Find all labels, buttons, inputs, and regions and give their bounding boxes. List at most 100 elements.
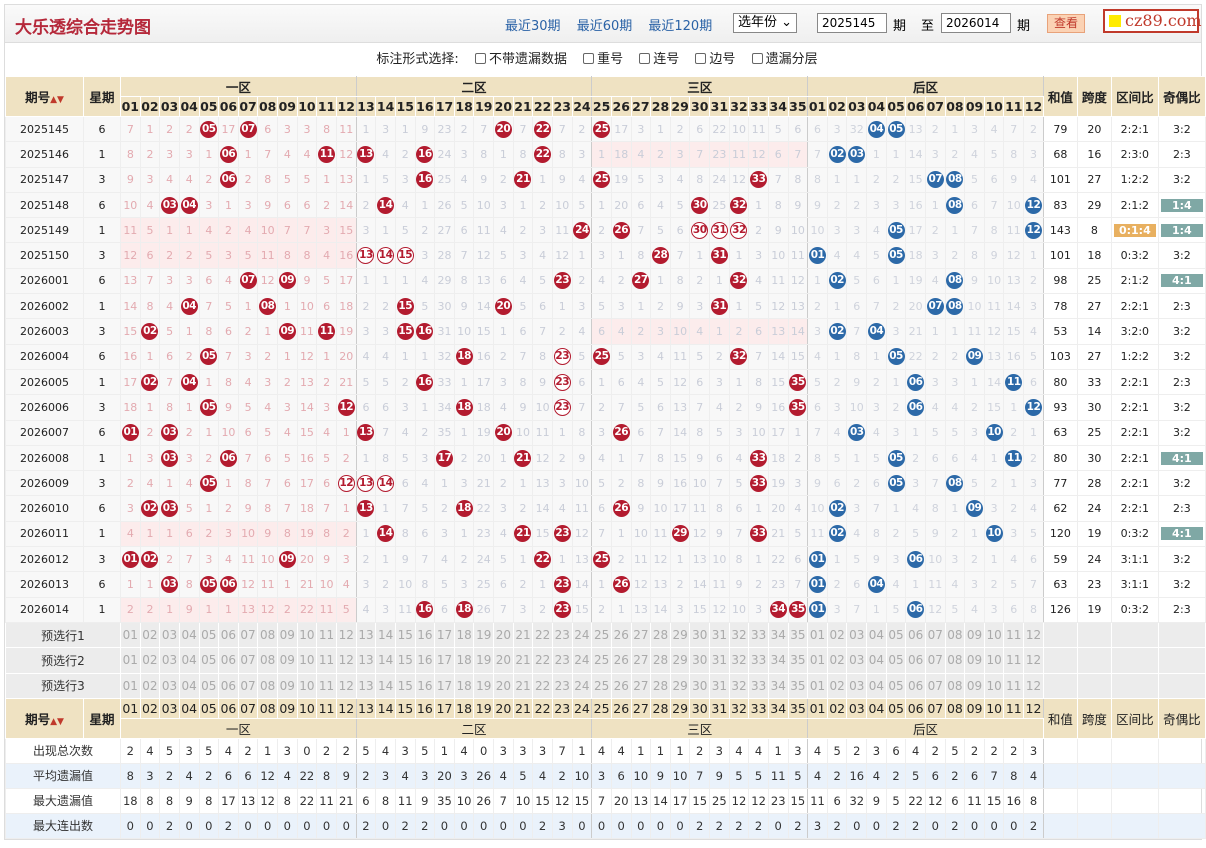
preselect-number[interactable]: 02 xyxy=(139,647,161,674)
preselect-number[interactable]: 29 xyxy=(669,647,691,674)
preselect-number[interactable]: 08 xyxy=(257,647,278,674)
preselect-number[interactable]: 02 xyxy=(139,672,161,699)
preselect-number[interactable]: 34 xyxy=(767,647,789,674)
preselect-number[interactable]: 08 xyxy=(944,621,966,649)
preselect-number[interactable]: 10 xyxy=(983,672,1005,699)
preselect-number[interactable]: 21 xyxy=(512,647,534,674)
preselect-number[interactable]: 03 xyxy=(846,621,868,649)
preselect-number[interactable]: 12 xyxy=(335,672,357,699)
preselect-number[interactable]: 28 xyxy=(650,621,671,649)
preselect-number[interactable]: 29 xyxy=(669,621,691,649)
preselect-number[interactable]: 31 xyxy=(709,672,730,699)
preselect-number[interactable]: 30 xyxy=(689,621,711,649)
preselect-number[interactable]: 04 xyxy=(866,672,887,699)
preselect-number[interactable]: 13 xyxy=(355,647,377,674)
preselect-number[interactable]: 11 xyxy=(316,621,337,649)
preselect-number[interactable]: 10 xyxy=(983,647,1005,674)
preselect-number[interactable]: 07 xyxy=(237,621,259,649)
issue-header-bottom[interactable]: 期号▲▼ xyxy=(5,697,84,739)
preselect-number[interactable]: 23 xyxy=(551,647,573,674)
preselect-number[interactable]: 09 xyxy=(964,621,985,649)
preselect-number[interactable]: 05 xyxy=(198,647,220,674)
preselect-number[interactable]: 04 xyxy=(866,647,887,674)
preselect-number[interactable]: 22 xyxy=(532,672,553,699)
preselect-number[interactable]: 02 xyxy=(826,621,848,649)
preselect-number[interactable]: 10 xyxy=(983,621,1005,649)
preselect-number[interactable]: 20 xyxy=(493,647,514,674)
preselect-number[interactable]: 30 xyxy=(689,672,711,699)
preselect-number[interactable]: 03 xyxy=(159,672,180,699)
preselect-number[interactable]: 04 xyxy=(178,647,200,674)
preselect-number[interactable]: 05 xyxy=(198,672,220,699)
preselect-number[interactable]: 12 xyxy=(335,621,357,649)
preselect-number[interactable]: 07 xyxy=(924,647,946,674)
preselect-number[interactable]: 22 xyxy=(532,621,553,649)
preselect-number[interactable]: 33 xyxy=(748,647,769,674)
to-issue-input[interactable]: 2026014 xyxy=(941,13,1011,33)
preselect-number[interactable]: 02 xyxy=(139,621,161,649)
preselect-number[interactable]: 09 xyxy=(277,621,298,649)
preselect-number[interactable]: 28 xyxy=(650,647,671,674)
preselect-number[interactable]: 35 xyxy=(787,647,809,674)
preselect-number[interactable]: 24 xyxy=(571,672,593,699)
preselect-number[interactable]: 09 xyxy=(277,647,298,674)
preselect-number[interactable]: 06 xyxy=(905,647,926,674)
preselect-number[interactable]: 16 xyxy=(414,647,436,674)
preselect-number[interactable]: 08 xyxy=(257,672,278,699)
preselect-number[interactable]: 31 xyxy=(709,621,730,649)
preselect-number[interactable]: 34 xyxy=(767,672,789,699)
preselect-number[interactable]: 07 xyxy=(237,672,259,699)
preselect-number[interactable]: 12 xyxy=(1023,672,1044,699)
recent-30-link[interactable]: 最近30期 xyxy=(505,19,561,34)
preselect-number[interactable]: 07 xyxy=(237,647,259,674)
option-repeat[interactable]: 重号 xyxy=(583,52,623,67)
year-select[interactable]: 选年份 ⌄ xyxy=(733,13,798,33)
preselect-number[interactable]: 01 xyxy=(807,647,828,674)
preselect-number[interactable]: 02 xyxy=(826,647,848,674)
preselect-number[interactable]: 11 xyxy=(316,647,337,674)
recent-120-link[interactable]: 最近120期 xyxy=(648,19,713,34)
preselect-number[interactable]: 18 xyxy=(453,621,475,649)
preselect-number[interactable]: 03 xyxy=(159,647,180,674)
preselect-number[interactable]: 26 xyxy=(610,621,632,649)
preselect-number[interactable]: 20 xyxy=(493,621,514,649)
preselect-number[interactable]: 15 xyxy=(394,672,416,699)
preselect-number[interactable]: 03 xyxy=(846,647,868,674)
preselect-number[interactable]: 23 xyxy=(551,621,573,649)
preselect-number[interactable]: 06 xyxy=(218,647,239,674)
preselect-number[interactable]: 26 xyxy=(610,647,632,674)
preselect-number[interactable]: 35 xyxy=(787,621,809,649)
preselect-number[interactable]: 18 xyxy=(453,647,475,674)
preselect-number[interactable]: 30 xyxy=(689,647,711,674)
preselect-number[interactable]: 25 xyxy=(591,672,612,699)
sort-icon[interactable]: ▲▼ xyxy=(50,716,64,727)
preselect-number[interactable]: 10 xyxy=(296,647,318,674)
preselect-number[interactable]: 25 xyxy=(591,621,612,649)
preselect-number[interactable]: 17 xyxy=(434,647,455,674)
preselect-number[interactable]: 29 xyxy=(669,672,691,699)
preselect-number[interactable]: 21 xyxy=(512,672,534,699)
preselect-number[interactable]: 14 xyxy=(375,621,396,649)
checkbox-icon[interactable] xyxy=(474,53,486,64)
from-issue-input[interactable]: 2025145 xyxy=(817,13,887,33)
preselect-number[interactable]: 34 xyxy=(767,621,789,649)
preselect-number[interactable]: 27 xyxy=(630,647,652,674)
preselect-number[interactable]: 16 xyxy=(414,621,436,649)
preselect-number[interactable]: 25 xyxy=(591,647,612,674)
preselect-number[interactable]: 09 xyxy=(964,672,985,699)
preselect-number[interactable]: 32 xyxy=(728,647,750,674)
preselect-number[interactable]: 06 xyxy=(218,672,239,699)
preselect-number[interactable]: 01 xyxy=(807,621,828,649)
preselect-number[interactable]: 23 xyxy=(551,672,573,699)
preselect-number[interactable]: 33 xyxy=(748,672,769,699)
preselect-number[interactable]: 01 xyxy=(120,647,141,674)
preselect-number[interactable]: 24 xyxy=(571,647,593,674)
preselect-number[interactable]: 06 xyxy=(905,621,926,649)
option-layering[interactable]: 遗漏分层 xyxy=(751,52,818,67)
option-edge[interactable]: 边号 xyxy=(695,52,735,67)
preselect-number[interactable]: 19 xyxy=(473,621,495,649)
preselect-number[interactable]: 15 xyxy=(394,647,416,674)
preselect-number[interactable]: 27 xyxy=(630,621,652,649)
preselect-number[interactable]: 18 xyxy=(453,672,475,699)
checkbox-icon[interactable] xyxy=(583,53,595,64)
